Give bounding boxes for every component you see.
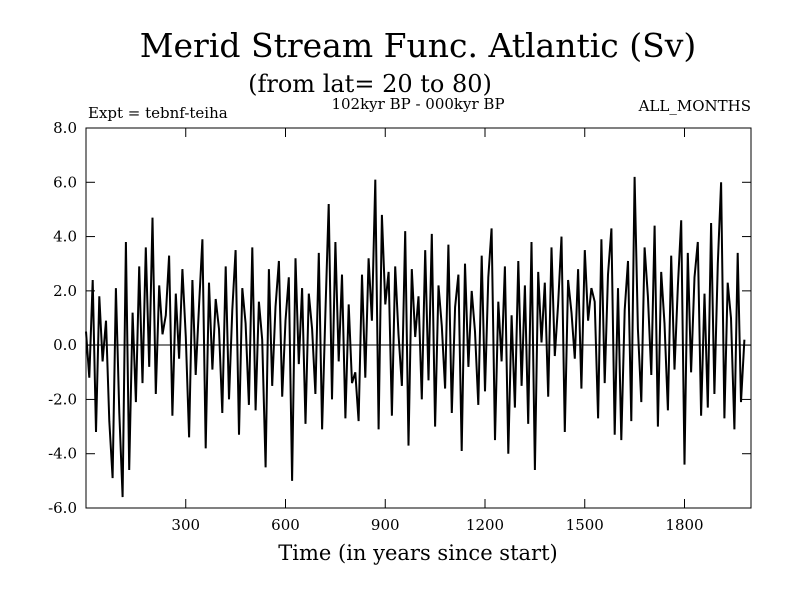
x-tick-label: 600 <box>271 516 300 534</box>
period-label: 102kyr BP - 000kyr BP <box>331 95 504 113</box>
y-tick-label: -2.0 <box>48 390 77 408</box>
y-tick-label: 0.0 <box>53 336 77 354</box>
y-tick-label: -6.0 <box>48 499 77 517</box>
y-tick-label: -4.0 <box>48 445 77 463</box>
x-tick-label: 1500 <box>566 516 604 534</box>
x-tick-label: 900 <box>371 516 400 534</box>
x-tick-label: 1200 <box>466 516 504 534</box>
series-line <box>85 176 746 498</box>
chart-subtitle: (from lat= 20 to 80) <box>248 70 492 98</box>
y-tick-label: 6.0 <box>53 173 77 191</box>
y-tick-label: 2.0 <box>53 282 77 300</box>
experiment-label: Expt = tebnf-teiha <box>88 104 228 122</box>
y-tick-label: 4.0 <box>53 228 77 246</box>
months-label: ALL_MONTHS <box>638 97 751 115</box>
plot-frame <box>85 127 752 509</box>
chart-title: Merid Stream Func. Atlantic (Sv) <box>140 26 697 65</box>
x-axis: 300 600 900 1200 1500 1800 <box>171 128 704 534</box>
y-tick-label: 8.0 <box>53 119 77 137</box>
x-axis-label: Time (in years since start) <box>278 541 557 565</box>
x-tick-label: 1800 <box>665 516 703 534</box>
x-tick-label: 300 <box>171 516 200 534</box>
y-axis: -6.0 -4.0 -2.0 0.0 2.0 4.0 6.0 8.0 <box>48 119 751 517</box>
